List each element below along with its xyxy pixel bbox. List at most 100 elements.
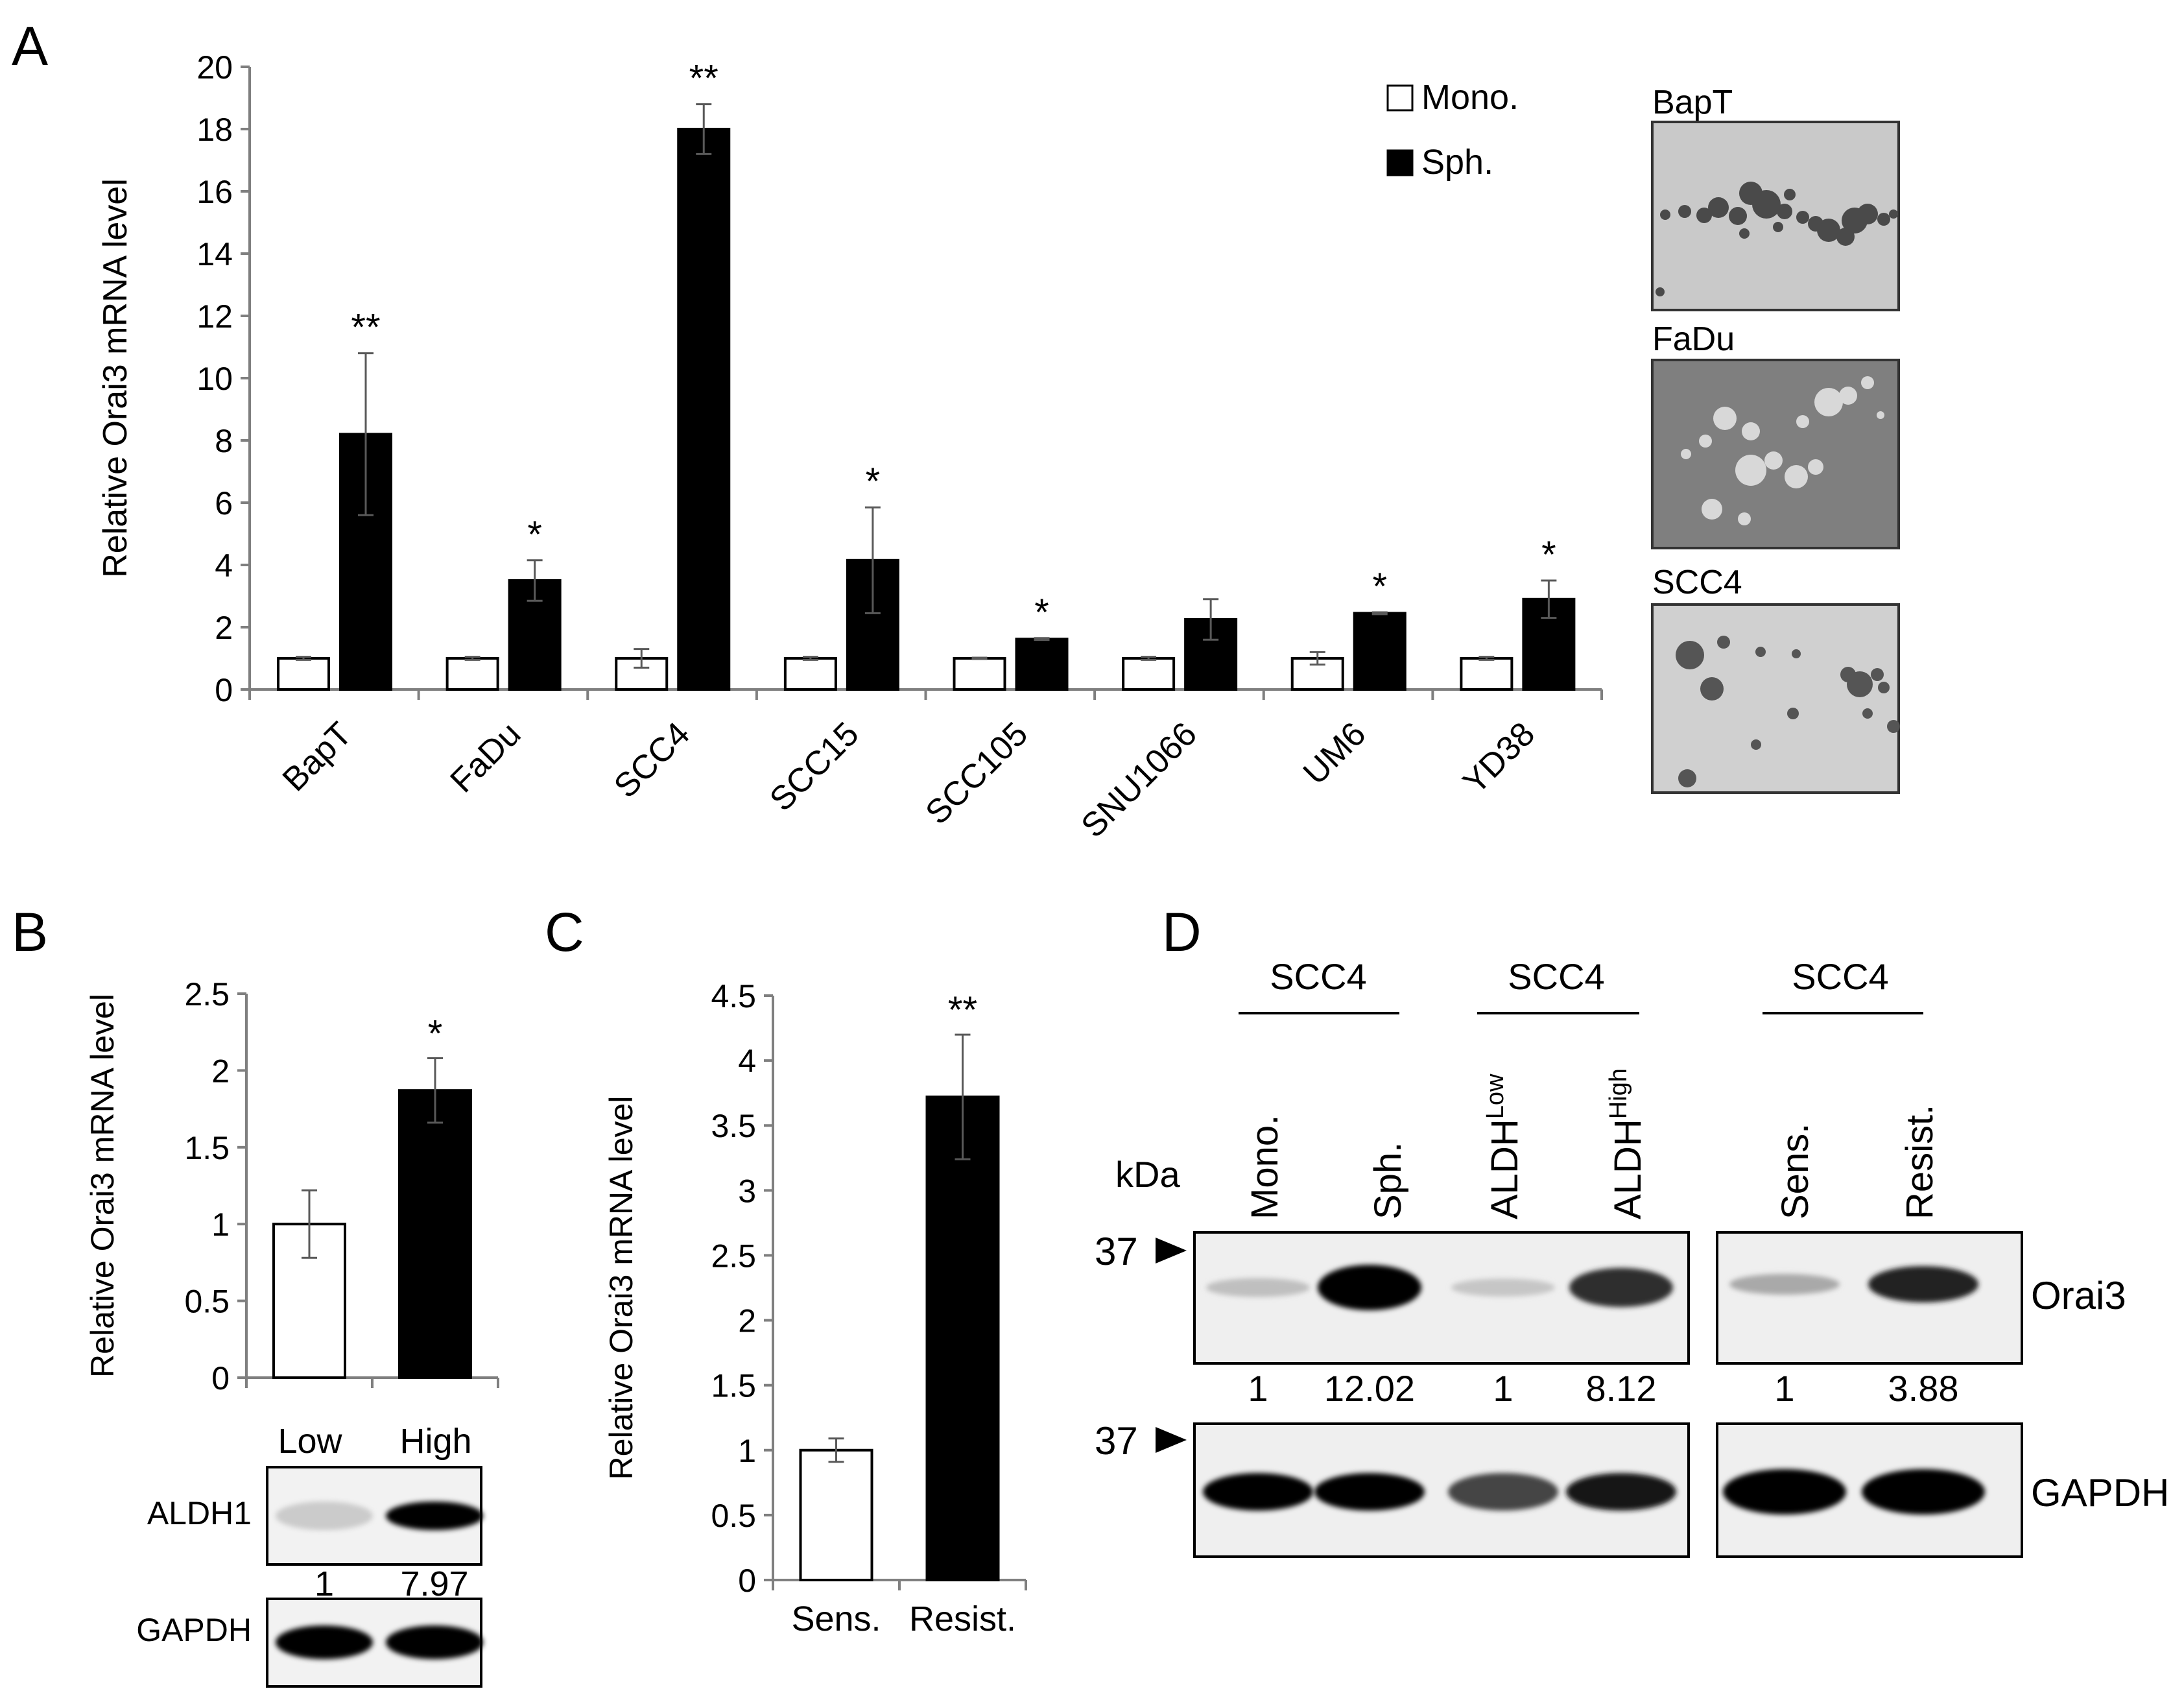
orai3-quant: 8.12 — [1586, 1368, 1657, 1409]
bar — [398, 1089, 472, 1379]
marker-arrow-icon — [1156, 1238, 1187, 1264]
blot-quant: 7.97 — [400, 1564, 468, 1603]
gapdh-band — [1862, 1469, 1985, 1515]
x-tick-label: Resist. — [909, 1599, 1016, 1638]
group-label: SCC4 — [1508, 956, 1604, 997]
panel-label-c: C — [545, 902, 584, 963]
orai3-quant: 1 — [1248, 1368, 1268, 1409]
significance-marker: ** — [948, 989, 977, 1031]
x-tick-label: BapT — [276, 715, 359, 798]
y-tick-label: 2.5 — [711, 1238, 756, 1274]
bar — [677, 128, 731, 691]
blot-row-label-aldh1: ALDH1 — [147, 1495, 252, 1531]
orai3-quant: 1 — [1493, 1368, 1513, 1409]
y-tick-label: 4 — [215, 547, 233, 584]
y-tick-label: 0 — [215, 672, 233, 708]
y-tick-label: 16 — [196, 174, 233, 210]
group-label: SCC4 — [1792, 956, 1888, 997]
orai3-band — [1729, 1274, 1840, 1295]
y-tick-label: 3.5 — [711, 1108, 756, 1144]
y-tick-label: 14 — [196, 236, 233, 272]
chart-a: 0 2 4 6 8 10 12 14 16 18 20 Relative Orai3 mRNA lev… — [97, 49, 1603, 845]
y-tick-label: 18 — [196, 112, 233, 148]
y-tick-label: 2 — [215, 610, 233, 646]
legend-a: Mono. Sph. — [1386, 78, 1519, 182]
y-tick-label: 2 — [738, 1303, 756, 1339]
y-tick-label: 4 — [738, 1043, 756, 1079]
legend-label-sph: Sph. — [1421, 143, 1493, 182]
orai3-quant: 1 — [1774, 1368, 1794, 1409]
sphere-image-scc4: SCC4 — [1651, 564, 1900, 794]
blot-lane-label-high: High — [399, 1422, 471, 1461]
bar — [799, 1448, 873, 1582]
y-axis-label: Relative Orai3 mRNA level — [84, 994, 121, 1378]
y-tick-label: 1.5 — [711, 1368, 756, 1404]
y-tick-label: 12 — [196, 298, 233, 335]
y-tick-label: 20 — [196, 49, 233, 86]
sphere-image-label: SCC4 — [1652, 564, 1742, 601]
x-tick-label: FaDu — [443, 715, 528, 800]
bar — [1015, 638, 1069, 691]
y-tick-label: 0.5 — [711, 1498, 756, 1534]
bar — [277, 657, 330, 691]
y-tick-label: 2 — [211, 1053, 230, 1089]
significance-marker: * — [428, 1012, 443, 1055]
marker-37-label: 37 — [1095, 1230, 1138, 1273]
kda-label: kDa — [1115, 1154, 1180, 1195]
y-tick-label: 8 — [215, 423, 233, 459]
orai3-band — [1451, 1278, 1555, 1297]
y-tick-label: 1 — [738, 1433, 756, 1469]
row-label-gapdh: GAPDH — [2031, 1471, 2169, 1515]
panel-label-d: D — [1162, 902, 1202, 963]
orai3-quant: 12.02 — [1324, 1368, 1415, 1409]
panel-label-b: B — [12, 902, 48, 963]
blot-band — [276, 1502, 373, 1530]
blot-d: SCC4 SCC4 SCC4 kDa Mono. Sph. ALDHLow AL… — [1095, 956, 2169, 1558]
panel-label-a: A — [12, 16, 48, 77]
group-label: SCC4 — [1270, 956, 1366, 997]
lane-label-resist: Resist. — [1899, 1105, 1941, 1219]
orai3-band — [1569, 1267, 1673, 1308]
significance-marker: * — [1034, 592, 1049, 634]
gapdh-band — [1723, 1469, 1846, 1515]
sphere-image-label: BapT — [1652, 84, 1733, 121]
bar — [1353, 612, 1407, 691]
orai3-band — [1318, 1265, 1421, 1310]
chart-b: 0 0.5 1 1.5 2 2.5 Relative Orai3 mRNA level * — [84, 976, 499, 1396]
x-tick-label: SCC15 — [763, 715, 866, 819]
y-tick-label: 0 — [738, 1563, 756, 1599]
y-tick-label: 1 — [211, 1206, 230, 1243]
bar — [445, 657, 499, 691]
legend-swatch-sph — [1386, 149, 1414, 176]
chart-c: 0 0.5 1 1.5 2 2.5 3 3.5 4 4.5 Relative Orai3 mRNA … — [603, 978, 1027, 1638]
y-tick-label: 6 — [215, 485, 233, 521]
blot-band — [276, 1625, 373, 1659]
blot-band — [386, 1625, 483, 1659]
bar — [953, 657, 1006, 691]
x-tick-label: SCC4 — [607, 715, 697, 805]
blot-band — [386, 1502, 483, 1530]
sphere-image-fadu: FaDu — [1651, 320, 1900, 549]
lane-label-aldh-high: ALDHHigh — [1605, 1068, 1649, 1219]
y-tick-label: 1.5 — [184, 1130, 230, 1166]
gapdh-band — [1314, 1473, 1425, 1511]
bar — [1460, 657, 1513, 691]
x-tick-label: SCC105 — [918, 715, 1035, 832]
gapdh-band — [1566, 1473, 1676, 1511]
lane-label-aldh-low: ALDHLow — [1482, 1073, 1526, 1219]
significance-marker: * — [866, 461, 881, 503]
blot-quant: 1 — [315, 1564, 334, 1603]
blot-lane-label-low: Low — [278, 1422, 342, 1461]
orai3-band — [1206, 1278, 1310, 1297]
y-tick-label: 0.5 — [184, 1284, 230, 1320]
y-axis-label: Relative Orai3 mRNA level — [97, 178, 134, 578]
legend-label-mono: Mono. — [1421, 78, 1519, 117]
lane-label-sph: Sph. — [1367, 1142, 1409, 1219]
bar — [1122, 657, 1176, 691]
sphere-image-bapt: BapT — [1651, 84, 1900, 311]
y-axis-label: Relative Orai3 mRNA level — [603, 1096, 639, 1480]
x-tick-label: UM6 — [1296, 715, 1373, 792]
y-tick-label: 4.5 — [711, 978, 756, 1014]
lane-label-mono: Mono. — [1244, 1115, 1286, 1219]
